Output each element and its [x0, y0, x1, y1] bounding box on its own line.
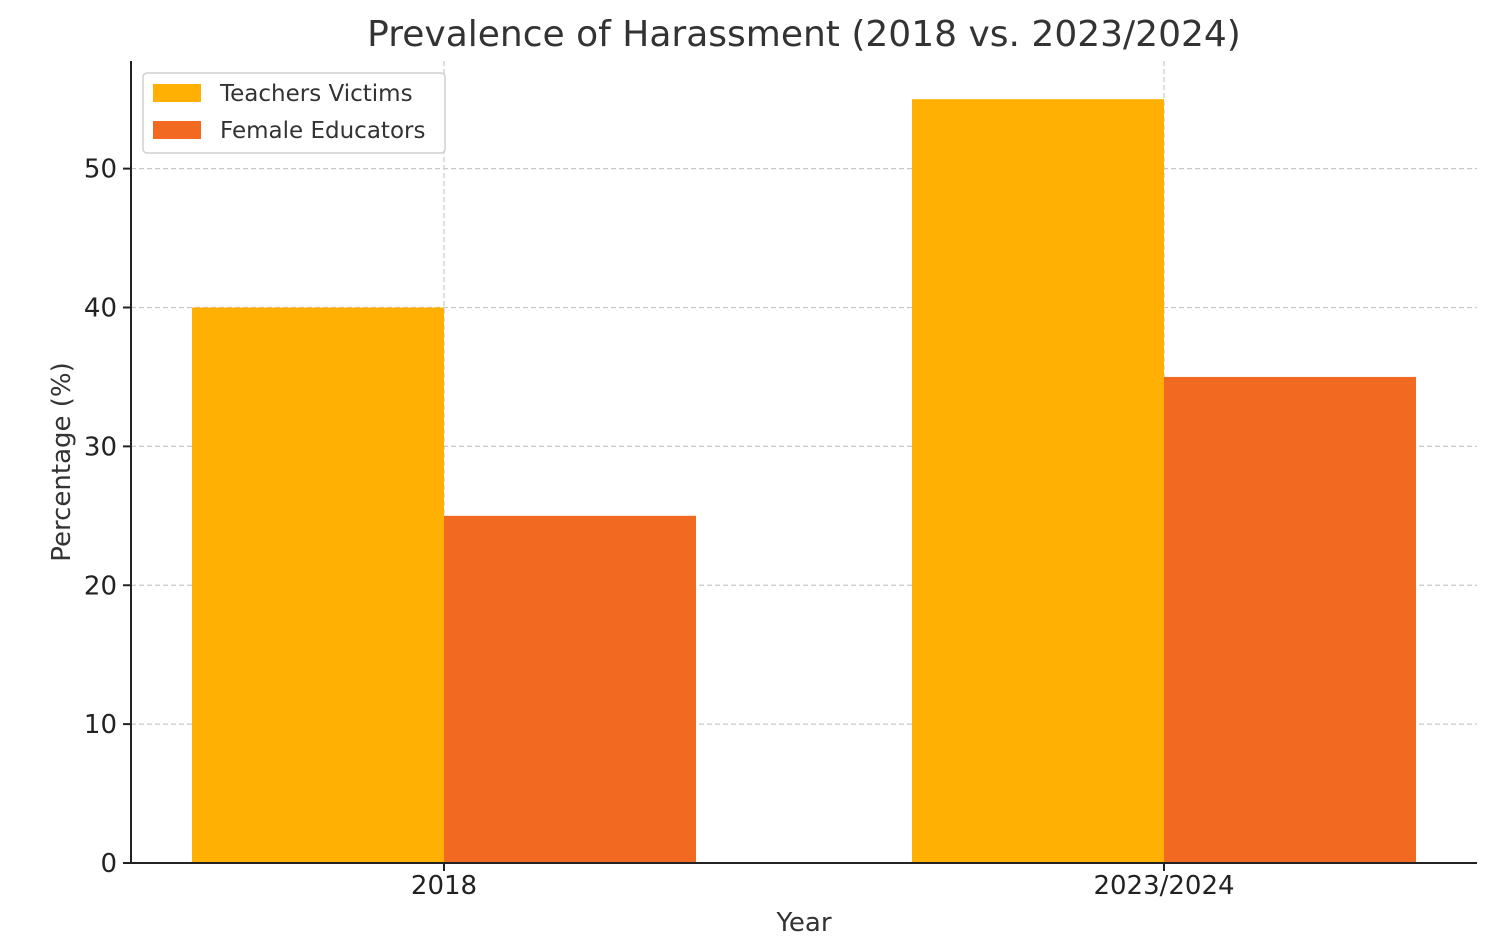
y-tick-label: 50: [84, 155, 117, 185]
y-tick-label: 30: [84, 432, 117, 462]
chart-title: Prevalence of Harassment (2018 vs. 2023/…: [367, 14, 1241, 55]
bar-female-educators-0: [444, 515, 696, 863]
y-tick-label: 20: [84, 571, 117, 601]
y-axis-label: Percentage (%): [47, 362, 77, 562]
bar-teachers-victims-0: [192, 307, 444, 863]
legend-frame: [142, 72, 446, 154]
x-tick-label: 2018: [411, 871, 477, 901]
y-tick-label: 10: [84, 710, 117, 740]
legend-swatch: [153, 84, 201, 102]
bar-female-educators-1: [1164, 376, 1416, 863]
bars: [192, 99, 1416, 863]
legend-label: Female Educators: [220, 118, 425, 144]
tick-labels: 0 10 20 30 40 50 2018 2023/2024: [84, 155, 1235, 901]
x-tick-label: 2023/2024: [1093, 871, 1234, 901]
legend-swatch: [153, 121, 201, 139]
y-tick-label: 0: [100, 849, 117, 879]
bar-teachers-victims-1: [912, 99, 1164, 863]
axes: [130, 61, 1477, 864]
x-axis-label: Year: [775, 908, 831, 938]
legend: Teachers Victims Female Educators: [142, 72, 446, 154]
legend-label: Teachers Victims: [219, 81, 413, 107]
y-tick-label: 40: [84, 294, 117, 324]
